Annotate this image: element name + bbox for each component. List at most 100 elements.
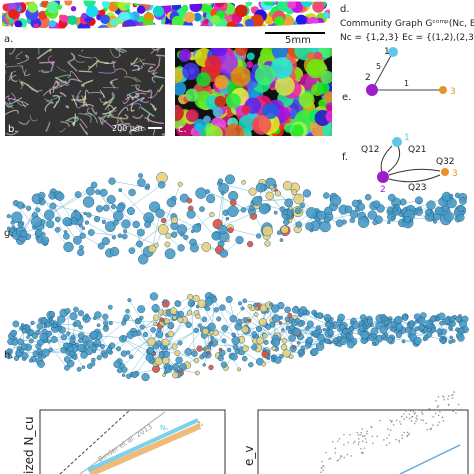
node (109, 246, 120, 257)
node (5, 349, 11, 356)
node (157, 309, 164, 316)
node (414, 319, 419, 324)
point (405, 416, 408, 418)
node (434, 206, 444, 216)
node (316, 325, 321, 330)
node (220, 191, 225, 196)
node (103, 320, 109, 326)
fiber (75, 89, 82, 101)
node (63, 356, 71, 363)
scatter (320, 391, 461, 474)
node (395, 331, 403, 338)
node (35, 207, 41, 213)
node (448, 193, 454, 199)
fiber (109, 48, 121, 58)
node (429, 315, 436, 323)
fiber (18, 79, 23, 90)
fiber (52, 95, 61, 103)
fiber (78, 113, 92, 124)
cell (298, 92, 315, 108)
node (274, 356, 282, 364)
node (388, 47, 398, 57)
node (38, 191, 46, 200)
node (441, 168, 449, 176)
node (174, 350, 181, 357)
cell (199, 0, 207, 4)
axes (39, 409, 226, 474)
point (392, 423, 395, 426)
node (125, 308, 130, 314)
node (17, 338, 24, 346)
cell (307, 16, 319, 29)
cell (238, 115, 256, 133)
flow-label: Q12 (361, 145, 380, 155)
node (186, 197, 193, 204)
node (141, 372, 150, 382)
fiber (136, 124, 146, 129)
node (241, 180, 246, 185)
cell (2, 26, 4, 29)
node (195, 313, 201, 320)
point (436, 406, 439, 409)
point (401, 415, 403, 418)
node (310, 348, 319, 356)
node (40, 236, 50, 245)
point (370, 425, 372, 428)
node (240, 319, 245, 324)
cell (67, 15, 78, 25)
point (429, 428, 432, 430)
node (164, 241, 171, 248)
fiber (132, 114, 144, 119)
node (186, 209, 196, 219)
fiber (103, 96, 116, 106)
cell (234, 4, 248, 18)
point (399, 421, 401, 423)
node (364, 193, 372, 201)
node (91, 357, 96, 363)
fiber (79, 118, 88, 129)
node (255, 325, 263, 333)
node (83, 211, 87, 216)
node (225, 295, 233, 303)
node (293, 193, 305, 205)
point (406, 408, 408, 411)
node (40, 317, 48, 324)
fiber (56, 66, 67, 73)
node (175, 356, 183, 364)
edge (213, 299, 235, 336)
cell (232, 25, 243, 29)
fiber (151, 105, 158, 111)
cell (283, 122, 294, 133)
fiber (99, 98, 113, 104)
node (221, 324, 229, 332)
edge (371, 51, 394, 91)
point (421, 413, 424, 415)
node (271, 314, 281, 323)
cell (157, 29, 162, 34)
point (343, 433, 345, 436)
node (54, 216, 61, 223)
cell (140, 24, 149, 29)
cell (205, 125, 223, 136)
node (297, 321, 304, 328)
node (95, 189, 101, 195)
fiber (158, 57, 161, 67)
point (432, 416, 435, 418)
point (366, 430, 368, 433)
fiber (52, 81, 61, 93)
fiber (8, 48, 16, 55)
node (108, 177, 116, 185)
node (298, 348, 304, 355)
fiber (93, 56, 98, 68)
node (351, 199, 360, 208)
cell (83, 0, 96, 8)
node (248, 204, 255, 211)
point (401, 434, 403, 437)
cell (14, 20, 23, 28)
node (79, 232, 86, 239)
node (443, 211, 454, 222)
node (128, 188, 136, 197)
node (11, 339, 19, 346)
node (145, 353, 154, 362)
cell (185, 109, 199, 123)
